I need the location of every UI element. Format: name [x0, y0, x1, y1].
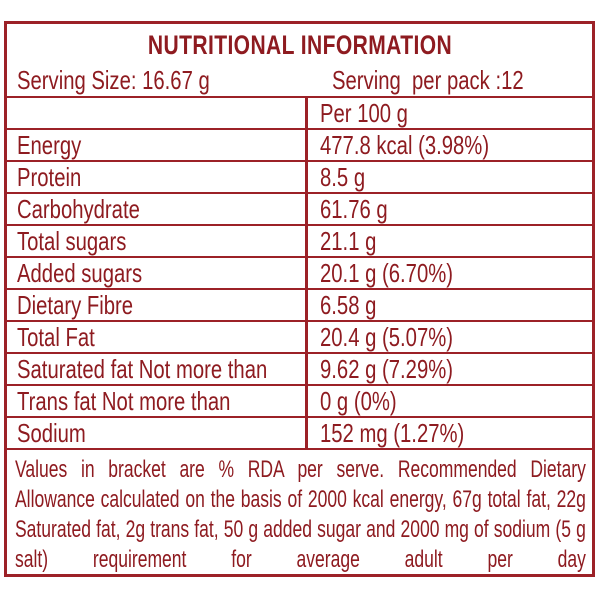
- nutrient-label: Protein: [17, 162, 82, 192]
- rda-footnote: Values in bracket are % RDA per serve. R…: [7, 448, 592, 574]
- nutrient-label: Carbohydrate: [17, 194, 140, 224]
- title-row: NUTRITIONAL INFORMATION: [7, 24, 592, 62]
- rda-footnote-text: Values in bracket are % RDA per serve. R…: [15, 456, 586, 573]
- nutrient-value: 9.62 g (7.29%): [305, 354, 592, 384]
- nutrient-label: Added sugars: [17, 258, 143, 288]
- nutrient-value: 21.1 g: [305, 226, 592, 256]
- nutrient-row-protein: Protein 8.5 g: [7, 160, 592, 192]
- nutrient-label: Total Fat: [17, 322, 95, 352]
- column-header-row: Per 100 g: [7, 96, 592, 128]
- nutrition-label: NUTRITIONAL INFORMATION Serving Size: 16…: [4, 21, 595, 577]
- nutrient-label: Energy: [17, 130, 82, 160]
- nutrient-value: 0 g (0%): [305, 386, 592, 416]
- label-title: NUTRITIONAL INFORMATION: [147, 30, 452, 60]
- nutrient-label: Trans fat Not more than: [17, 386, 231, 416]
- nutrient-value: 61.76 g: [305, 194, 592, 224]
- nutrient-row-saturated-fat: Saturated fat Not more than 9.62 g (7.29…: [7, 352, 592, 384]
- nutrient-row-carbohydrate: Carbohydrate 61.76 g: [7, 192, 592, 224]
- nutrient-label: Total sugars: [17, 226, 127, 256]
- nutrient-label: Dietary Fibre: [17, 290, 134, 320]
- nutrient-label: Sodium: [17, 418, 86, 448]
- serving-per-pack: Serving per pack :12: [332, 65, 524, 95]
- nutrient-value: 6.58 g: [305, 290, 592, 320]
- nutrient-row-dietary-fibre: Dietary Fibre 6.58 g: [7, 288, 592, 320]
- nutrient-row-energy: Energy 477.8 kcal (3.98%): [7, 128, 592, 160]
- serving-size: Serving Size: 16.67 g: [17, 65, 210, 95]
- nutrient-row-sodium: Sodium 152 mg (1.27%): [7, 416, 592, 448]
- nutrient-value: 477.8 kcal (3.98%): [305, 130, 592, 160]
- nutrient-row-added-sugars: Added sugars 20.1 g (6.70%): [7, 256, 592, 288]
- nutrient-label: Saturated fat Not more than: [17, 354, 268, 384]
- column-header-cell: Per 100 g: [305, 98, 592, 128]
- nutrient-value: 152 mg (1.27%): [305, 418, 592, 448]
- nutrient-value: 20.4 g (5.07%): [305, 322, 592, 352]
- nutrient-row-trans-fat: Trans fat Not more than 0 g (0%): [7, 384, 592, 416]
- nutrient-row-total-sugars: Total sugars 21.1 g: [7, 224, 592, 256]
- nutrient-row-total-fat: Total Fat 20.4 g (5.07%): [7, 320, 592, 352]
- column-header-per-100g: Per 100 g: [320, 98, 408, 128]
- column-header-empty-cell: [7, 98, 305, 128]
- label-header: NUTRITIONAL INFORMATION Serving Size: 16…: [7, 24, 592, 96]
- nutrient-value: 8.5 g: [305, 162, 592, 192]
- serving-row: Serving Size: 16.67 g Serving per pack :…: [7, 62, 592, 96]
- nutrient-value: 20.1 g (6.70%): [305, 258, 592, 288]
